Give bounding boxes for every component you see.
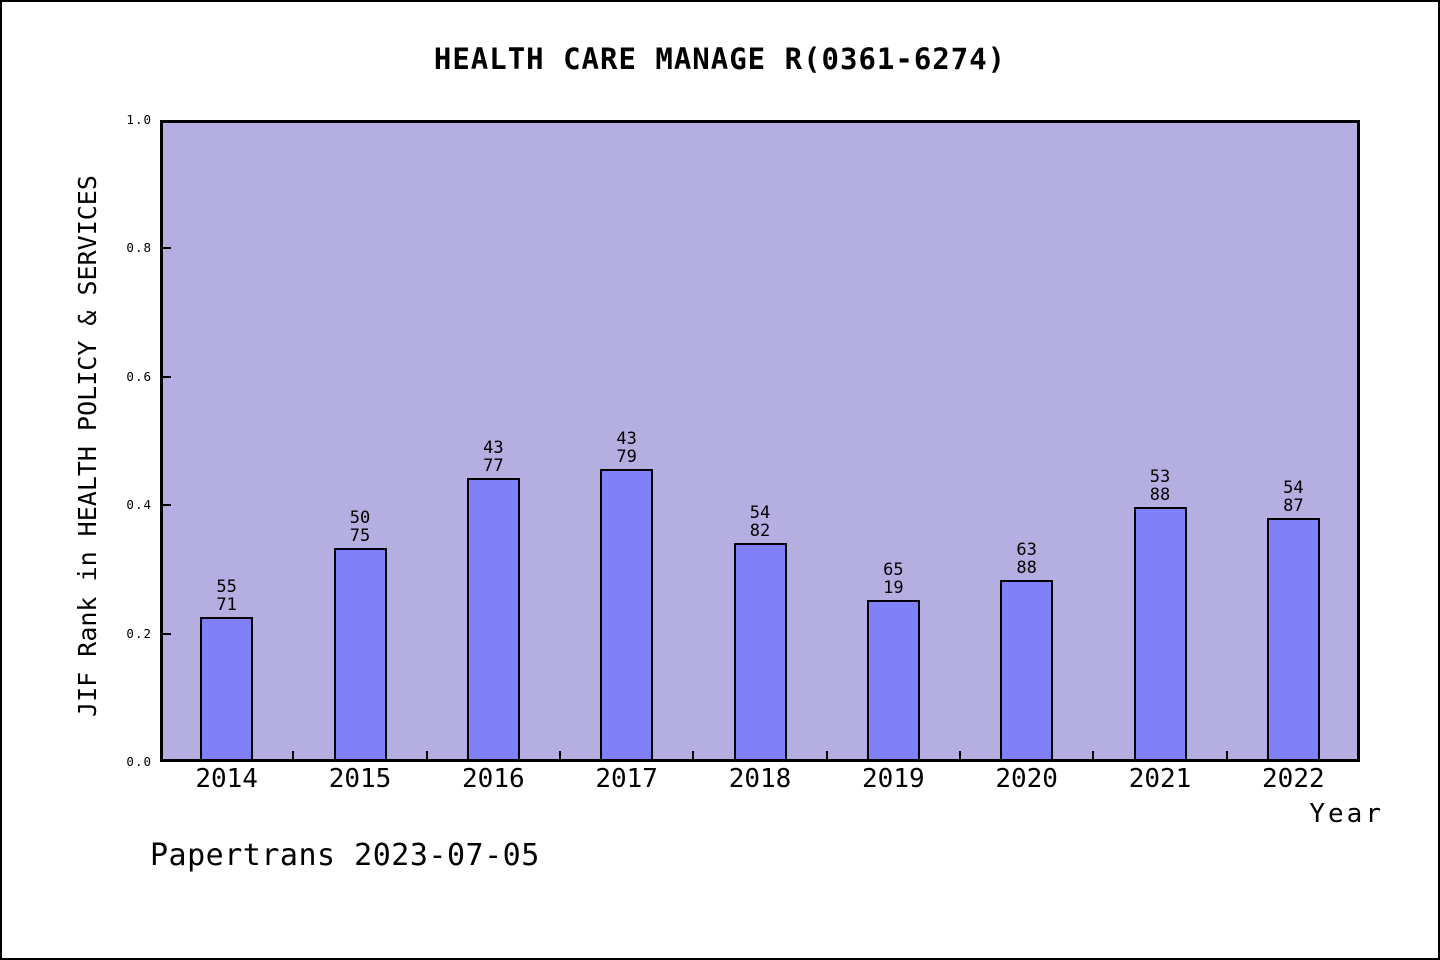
x-minor-tick xyxy=(959,751,961,762)
bar-2014 xyxy=(200,617,254,762)
y-major-tick xyxy=(160,760,171,762)
x-tick-label-2018: 2018 xyxy=(728,764,792,794)
y-major-tick xyxy=(160,247,171,250)
bar-total-value: 77 xyxy=(483,456,504,476)
x-minor-tick xyxy=(425,751,428,762)
chart-title: HEALTH CARE MANAGE R(0361-6274) xyxy=(433,42,1007,76)
bar-rank-value: 65 xyxy=(883,560,904,580)
x-minor-tick xyxy=(559,751,561,762)
bar-rank-value: 63 xyxy=(1016,540,1037,560)
bar-rank-value: 53 xyxy=(1149,467,1171,487)
bar-value-label-2021: 53 88 xyxy=(1115,468,1205,504)
bar-total-value: 82 xyxy=(749,521,771,541)
bar-rank-value: 54 xyxy=(749,503,771,523)
y-tick-label-0.4: 0.4 xyxy=(126,497,152,513)
x-tick-label-2020: 2020 xyxy=(995,764,1058,794)
bar-total-value: 79 xyxy=(616,447,637,467)
x-tick-label-2021: 2021 xyxy=(1128,764,1192,794)
x-tick-label-2016: 2016 xyxy=(462,764,525,794)
bar-total-value: 19 xyxy=(883,578,904,598)
bar-total-value: 88 xyxy=(1149,485,1171,505)
y-major-tick xyxy=(160,632,171,635)
y-major-tick xyxy=(160,504,171,507)
bar-value-label-2019: 65 19 xyxy=(848,561,938,597)
x-tick-label-2022: 2022 xyxy=(1262,764,1325,794)
bar-value-label-2022: 54 87 xyxy=(1248,479,1338,515)
bar-rank-value: 43 xyxy=(483,438,504,458)
bar-value-label-2020: 63 88 xyxy=(982,541,1072,577)
bar-value-label-2016: 43 77 xyxy=(448,439,538,475)
bar-2018 xyxy=(733,543,787,762)
bar-rank-value: 43 xyxy=(616,429,637,449)
bar-rank-value: 55 xyxy=(216,577,237,597)
bar-rank-value: 50 xyxy=(349,508,371,528)
x-tick-label-2017: 2017 xyxy=(595,764,658,794)
bar-value-label-2017: 43 79 xyxy=(582,430,672,466)
bar-2017 xyxy=(600,469,654,762)
x-tick-label-2014: 2014 xyxy=(195,764,258,794)
bar-2016 xyxy=(466,478,520,762)
x-minor-tick xyxy=(292,751,295,762)
y-tick-label-0.8: 0.8 xyxy=(126,240,152,256)
bar-rank-value: 54 xyxy=(1283,478,1304,498)
y-tick-label-0.0: 0.0 xyxy=(126,754,152,769)
y-tick-label-1.0: 1.0 xyxy=(126,112,152,127)
bar-2020 xyxy=(1000,580,1054,762)
x-minor-tick xyxy=(692,751,695,762)
bar-2015 xyxy=(333,548,387,762)
x-tick-label-2019: 2019 xyxy=(862,764,925,794)
y-major-tick xyxy=(160,120,171,122)
y-tick-label-0.2: 0.2 xyxy=(126,625,152,641)
bar-2022 xyxy=(1266,518,1320,762)
bar-total-value: 87 xyxy=(1283,496,1304,516)
watermark-text: Papertrans 2023-07-05 xyxy=(150,838,540,873)
bar-2019 xyxy=(866,600,920,762)
plot-area: 55 71 50 75 43 77 43 79 54 82 65 19 63 88 53 88 54 87 xyxy=(160,120,1360,762)
bar-value-label-2018: 54 82 xyxy=(715,504,805,540)
x-minor-tick xyxy=(1092,751,1095,762)
x-tick-label-2015: 2015 xyxy=(328,764,392,794)
y-major-tick xyxy=(160,375,171,378)
bar-value-label-2014: 55 71 xyxy=(182,578,272,614)
bar-2021 xyxy=(1133,507,1187,762)
x-minor-tick xyxy=(825,751,828,762)
x-minor-tick xyxy=(1225,751,1228,762)
bar-total-value: 71 xyxy=(216,595,237,615)
x-axis-label: Year xyxy=(1309,799,1384,829)
bar-value-label-2015: 50 75 xyxy=(315,509,405,545)
bar-total-value: 75 xyxy=(349,526,371,546)
bar-total-value: 88 xyxy=(1016,558,1037,578)
y-tick-label-0.6: 0.6 xyxy=(126,368,152,384)
